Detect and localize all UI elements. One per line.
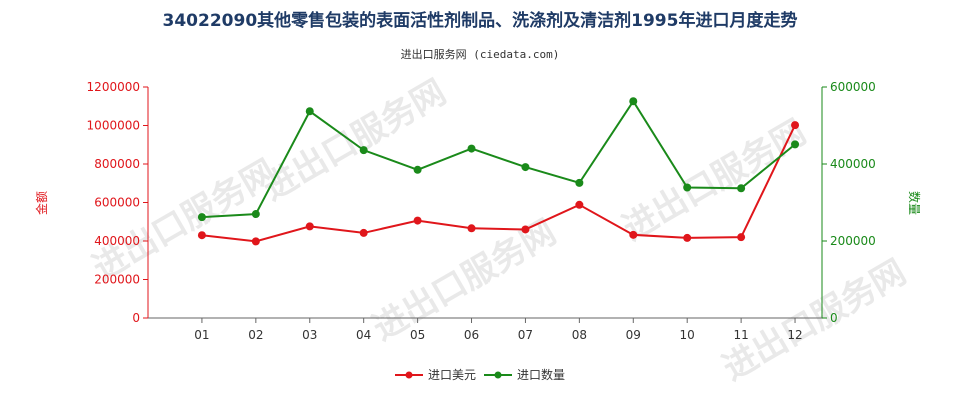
y-tick-label-right: 200000	[830, 234, 876, 248]
legend: 进口美元 进口数量	[395, 367, 565, 382]
data-point-usd	[791, 121, 800, 130]
watermark-text: 进出口服务网	[716, 252, 913, 389]
data-point-qty	[413, 165, 422, 174]
x-tick-label: 03	[302, 328, 317, 342]
data-point-qty	[359, 146, 368, 155]
y-tick-label-left: 400000	[94, 234, 140, 248]
x-tick-label: 10	[680, 328, 695, 342]
data-point-qty	[683, 183, 692, 192]
y-tick-label-right: 0	[830, 311, 838, 325]
chart-subtitle: 进出口服务网 (ciedata.com)	[401, 47, 560, 61]
y-tick-label-left: 1200000	[87, 80, 140, 94]
data-point-usd	[413, 216, 422, 225]
legend-label-usd: 进口美元	[428, 368, 476, 382]
x-tick-label: 05	[410, 328, 425, 342]
y-tick-label-left: 800000	[94, 157, 140, 171]
x-ticks: 01 02 03 04 05 06 07 08 09 10 11 12	[194, 318, 803, 342]
x-tick-label: 08	[572, 328, 587, 342]
watermark-text: 进出口服务网	[256, 72, 453, 209]
data-point-usd	[197, 231, 206, 240]
y-tick-label-right: 600000	[830, 80, 876, 94]
data-point-qty	[197, 213, 206, 222]
y-ticks-right: 0 200000 400000 600000	[822, 80, 876, 325]
y-tick-label-left: 0	[132, 311, 140, 325]
x-tick-label: 02	[248, 328, 263, 342]
data-point-qty	[305, 107, 314, 116]
data-point-qty	[251, 210, 260, 219]
data-point-qty	[467, 144, 476, 153]
y-tick-label-left: 1000000	[87, 119, 140, 133]
data-point-qty	[521, 163, 530, 172]
y-axis-left-label: 金额	[34, 191, 49, 215]
data-point-qty	[575, 178, 584, 187]
series-layer	[197, 97, 800, 246]
x-tick-label: 04	[356, 328, 371, 342]
series-line-usd	[201, 124, 796, 243]
data-point-usd	[683, 233, 692, 242]
x-tick-label: 11	[733, 328, 748, 342]
data-point-usd	[359, 228, 368, 237]
data-point-usd	[467, 224, 476, 233]
y-tick-label-right: 400000	[830, 157, 876, 171]
legend-marker-qty	[494, 371, 502, 379]
data-point-usd	[629, 230, 638, 239]
data-point-usd	[737, 233, 746, 242]
data-point-usd	[521, 225, 530, 234]
series-line-qty	[201, 99, 796, 219]
x-tick-label: 09	[626, 328, 641, 342]
data-point-usd	[305, 222, 314, 231]
y-tick-label-left: 200000	[94, 273, 140, 287]
data-point-qty	[791, 140, 800, 149]
chart-title: 34022090其他零售包装的表面活性剂制品、洗涤剂及清洁剂1995年进口月度走…	[163, 10, 798, 31]
y-axis-right-label: 数量	[907, 191, 922, 215]
x-tick-label: 12	[787, 328, 802, 342]
y-tick-label-left: 600000	[94, 196, 140, 210]
y-ticks-left: 0 200000 400000 600000 800000 1000000 1200000	[87, 80, 148, 325]
legend-marker-usd	[405, 371, 413, 379]
watermark-text: 进出口服务网	[86, 152, 283, 289]
legend-label-qty: 进口数量	[517, 367, 565, 382]
x-tick-label: 06	[464, 328, 479, 342]
data-point-qty	[737, 184, 746, 193]
data-point-qty	[629, 97, 638, 106]
data-point-usd	[575, 200, 584, 209]
watermark-text: 进出口服务网	[616, 112, 813, 249]
data-point-usd	[251, 237, 260, 246]
x-tick-label: 07	[518, 328, 533, 342]
x-tick-label: 01	[194, 328, 209, 342]
